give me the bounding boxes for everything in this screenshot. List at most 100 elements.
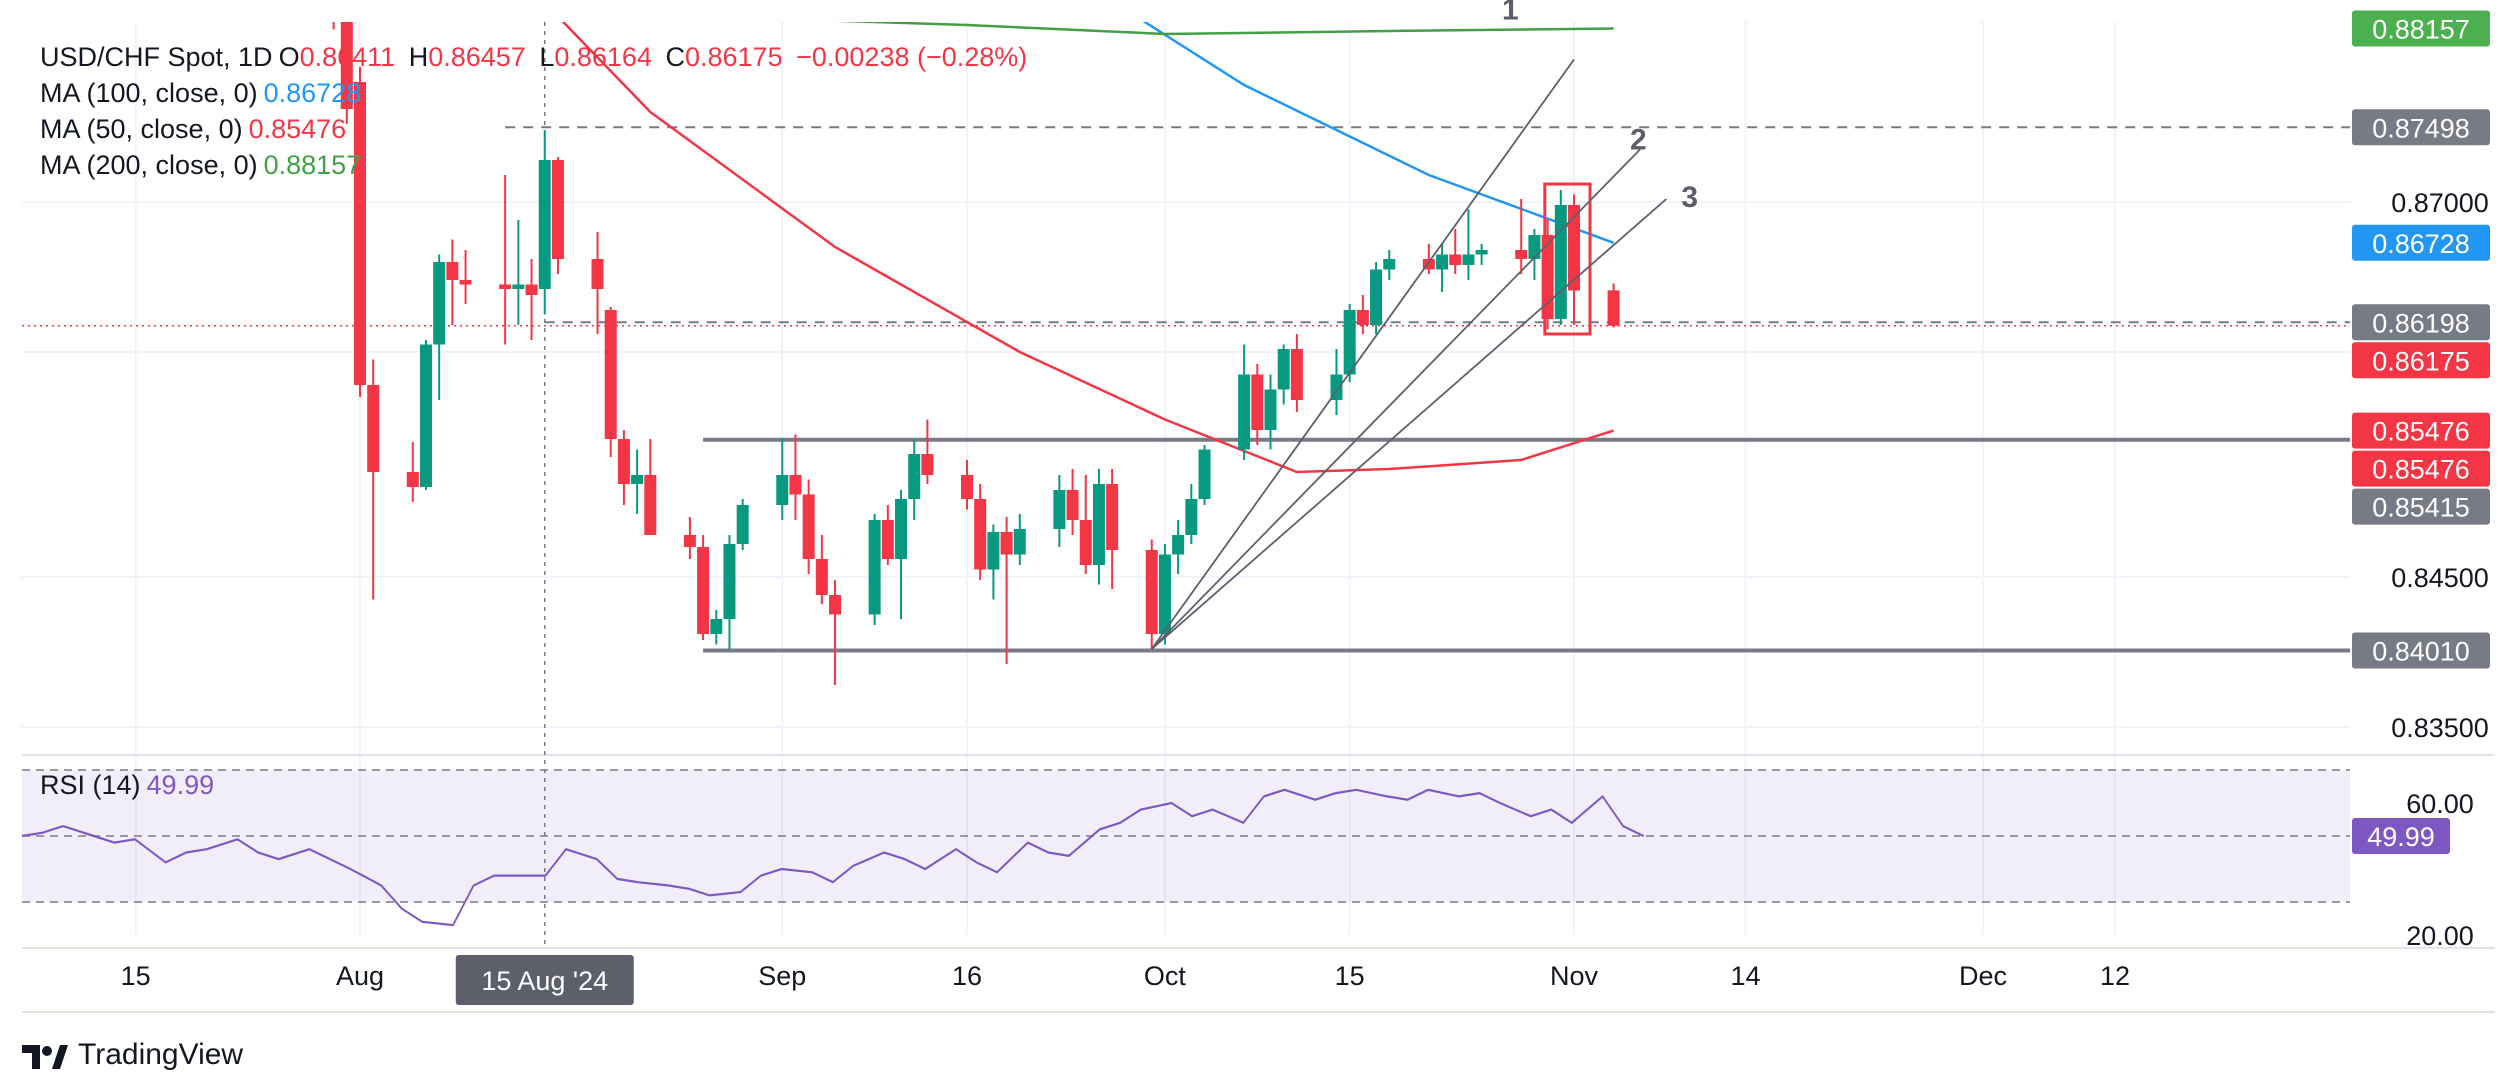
time-tick-label: Sep [758, 961, 806, 991]
candle-body [868, 520, 881, 615]
legend-symbol[interactable]: USD/CHF Spot, 1D [40, 42, 273, 72]
candle-body [815, 559, 828, 595]
candle-body [591, 259, 604, 289]
rsi-line [21, 788, 1644, 927]
candle-body [446, 262, 459, 280]
time-tick-label: 12 [2100, 961, 2130, 991]
candle-body [1422, 259, 1435, 270]
price-tick-label: 0.87000 [2391, 188, 2489, 218]
legend-o-label: O [278, 42, 300, 72]
legend-ma200[interactable]: MA (200, close, 0) 0.88157 [40, 152, 367, 179]
candle-body [631, 475, 644, 484]
legend-low: 0.86164 [554, 42, 652, 72]
candle-body [1185, 499, 1198, 535]
tradingview-logo-icon [22, 1043, 68, 1069]
candle-body [340, 22, 353, 109]
moving-averages [561, 22, 1615, 474]
candle-body [419, 344, 432, 487]
legend-rsi-value: 49.99 [146, 770, 215, 800]
candle-body [551, 160, 564, 259]
candle-body [1607, 290, 1620, 326]
time-tick-label: 16 [952, 961, 982, 991]
trendline-1 [1151, 58, 1575, 650]
price-tick-label: 0.84500 [2391, 563, 2489, 593]
candle-body [710, 619, 723, 634]
rsi-value-tag [2352, 818, 2450, 855]
legend-ma50-value: 0.85476 [248, 114, 347, 144]
legend-high: 0.86457 [428, 42, 526, 72]
candle-body [1370, 269, 1383, 325]
price-tag-label: 0.86728 [2372, 229, 2470, 259]
price-tag [2352, 224, 2490, 261]
candle-body [1172, 535, 1185, 555]
legend-rsi[interactable]: RSI (14) 49.99 [40, 772, 220, 799]
price-tag-label: 0.84010 [2372, 637, 2470, 667]
candle-body [1158, 554, 1171, 634]
candle-body [617, 439, 630, 484]
brand-name: TradingView [78, 1038, 244, 1071]
legend-ma100[interactable]: MA (100, close, 0) 0.86728 [40, 80, 367, 107]
price-tag-label: 0.85476 [2372, 417, 2470, 447]
price-tag-label: 0.86198 [2372, 308, 2470, 338]
candle-body [1238, 374, 1251, 450]
highlight-box [1543, 182, 1592, 336]
legend-rsi-label: RSI (14) [40, 770, 141, 800]
candle-body [604, 310, 617, 439]
legend-ma200-label: MA (200, close, 0) [40, 150, 258, 180]
candle-body [499, 284, 512, 289]
legend-close: 0.86175 [684, 42, 783, 72]
price-tag-label: 0.86175 [2372, 346, 2470, 376]
price-tick-label: 0.83500 [2391, 713, 2489, 743]
rsi-value-tag-label: 49.99 [2367, 822, 2435, 852]
tradingview-brand[interactable]: TradingView [22, 1038, 243, 1072]
candle-body [433, 262, 446, 345]
candle-body [881, 520, 894, 559]
candles [332, 22, 1620, 685]
time-tick-label: Dec [1959, 961, 2007, 991]
candle-body [1554, 205, 1567, 319]
candle-body [961, 475, 973, 499]
legend-l-label: L [539, 42, 555, 72]
trendline-label-2: 2 [1630, 124, 1647, 157]
crosshair-date-tag [455, 955, 634, 1005]
candle-body [1277, 349, 1290, 390]
legend-ma50-label: MA (50, close, 0) [40, 114, 243, 144]
price-tag [2352, 488, 2490, 525]
legend-change: −0.00238 (−0.28%) [796, 42, 1028, 72]
candle-body [1475, 250, 1488, 255]
candle-body [1528, 235, 1541, 259]
candle-body [1053, 490, 1066, 529]
time-tick-label: Oct [1144, 961, 1187, 991]
price-tag-label: 0.85476 [2372, 455, 2470, 485]
candle-body [1092, 484, 1105, 565]
candle-body [829, 595, 842, 615]
candle-body [895, 499, 908, 559]
candle-body [1330, 374, 1343, 400]
trendline-3 [1151, 198, 1667, 650]
candle-body [1251, 374, 1264, 430]
candle-body [683, 535, 696, 547]
candle-body [459, 280, 472, 285]
candle-body [1356, 310, 1369, 325]
legend-ma100-value: 0.86728 [263, 78, 362, 108]
candle-body [1106, 484, 1119, 550]
candle-body [1066, 490, 1079, 520]
price-tag [2352, 342, 2490, 379]
ma-line-100 [1142, 22, 1615, 244]
candle-body [1290, 349, 1303, 400]
time-tick-label: 15 [121, 961, 151, 991]
candle-body [1343, 310, 1356, 375]
time-tick-label: 15 [1335, 961, 1365, 991]
price-tag-label: 0.85415 [2372, 493, 2470, 523]
candle-body [802, 494, 815, 559]
axes: 0.835000.845000.860000.8700015AugSep16Oc… [121, 10, 2490, 1005]
legend-ma50[interactable]: MA (50, close, 0) 0.85476 [40, 116, 352, 143]
candle-body [921, 454, 934, 475]
candle-body [512, 284, 525, 289]
candle-body [697, 547, 710, 634]
candle-body [1383, 259, 1396, 270]
horizontal-levels [22, 126, 2350, 653]
crosshair-date-label: 15 Aug '24 [481, 966, 608, 996]
trendline-label-3: 3 [1681, 181, 1698, 214]
